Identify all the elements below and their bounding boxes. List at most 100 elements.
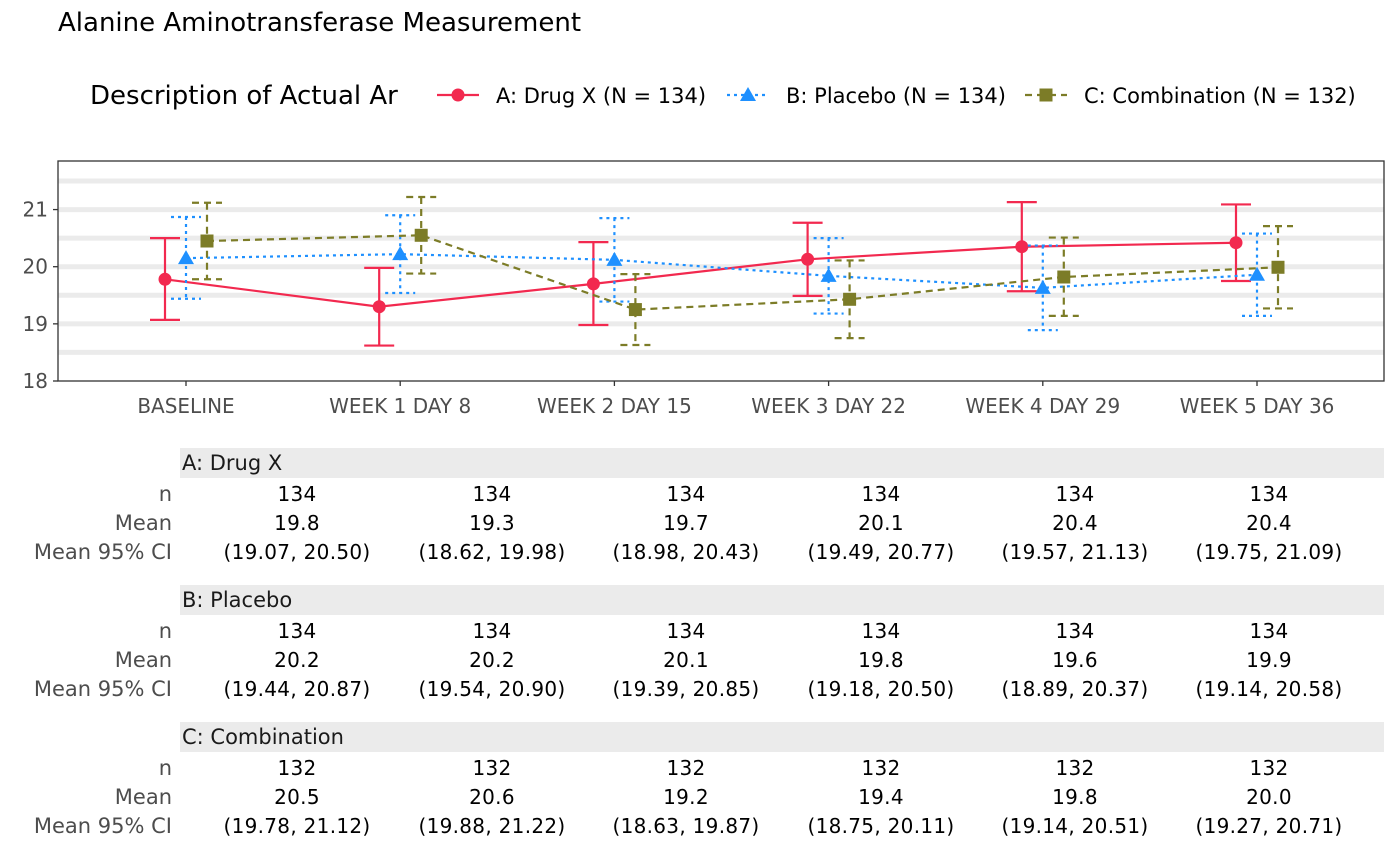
plot-panel (58, 161, 1384, 381)
table-cell: (19.57, 21.13) (1001, 540, 1149, 564)
table-cell: 134 (1055, 619, 1095, 643)
table-cell: 19.8 (1052, 785, 1098, 809)
data-point (414, 228, 428, 242)
table-cell: (19.14, 20.51) (1001, 814, 1149, 838)
data-point (1057, 270, 1071, 284)
table-cell: 132 (861, 756, 901, 780)
data-point (1034, 279, 1051, 294)
table-cell: 19.4 (858, 785, 904, 809)
legend-label: A: Drug X (N = 134) (496, 84, 706, 108)
y-tick-label: 19 (23, 312, 48, 336)
row-label: Mean (114, 511, 172, 535)
plot-border (57, 160, 1385, 382)
table-cell: 19.9 (1246, 648, 1292, 672)
table-cell: (18.62, 19.98) (418, 540, 566, 564)
y-tick-label: 20 (23, 255, 48, 279)
table-cell: 19.3 (469, 511, 515, 535)
row-label: n (158, 756, 172, 780)
table-cell: 132 (1055, 756, 1095, 780)
table-cell: 132 (1249, 756, 1289, 780)
table-cell: 20.4 (1052, 511, 1098, 535)
x-tick-label: WEEK 3 DAY 22 (751, 394, 906, 418)
data-point (200, 234, 214, 248)
table-cell: 134 (861, 482, 901, 506)
table-cell: 134 (861, 619, 901, 643)
data-point (1015, 240, 1029, 254)
data-point (1229, 236, 1243, 250)
row-label: n (158, 482, 172, 506)
series-line (206, 234, 1279, 311)
table-cell: (19.88, 21.22) (418, 814, 566, 838)
table-cell: 20.6 (469, 785, 515, 809)
row-label: n (158, 619, 172, 643)
table-cell: 134 (666, 619, 706, 643)
table-cell: 20.2 (469, 648, 515, 672)
table-cell: 132 (277, 756, 317, 780)
table-cell: (19.39, 20.85) (612, 677, 760, 701)
table-cell: 134 (472, 619, 512, 643)
table-cell: 19.7 (663, 511, 709, 535)
data-point (586, 277, 600, 291)
row-label: Mean (114, 785, 172, 809)
table-cell: (18.98, 20.43) (612, 540, 760, 564)
table-cell: (19.44, 20.87) (223, 677, 371, 701)
group-strip-label: C: Combination (180, 722, 1384, 752)
table-cell: 134 (1249, 482, 1289, 506)
table-cell: 20.0 (1246, 785, 1292, 809)
table-cell: 20.4 (1246, 511, 1292, 535)
y-tick-label: 18 (23, 369, 48, 393)
table-cell: (19.07, 20.50) (223, 540, 371, 564)
x-tick-label: WEEK 4 DAY 29 (965, 394, 1120, 418)
row-label: Mean 95% CI (33, 814, 172, 838)
table-cell: 132 (472, 756, 512, 780)
data-point (843, 292, 857, 306)
table-cell: (19.78, 21.12) (223, 814, 371, 838)
table-cell: (18.75, 20.11) (807, 814, 955, 838)
table-cell: 20.1 (663, 648, 709, 672)
y-tick-label: 21 (23, 198, 48, 222)
table-cell: (18.63, 19.87) (612, 814, 760, 838)
table-cell: (19.75, 21.09) (1195, 540, 1343, 564)
table-cell: 20.5 (274, 785, 320, 809)
x-tick-label: WEEK 2 DAY 15 (537, 394, 692, 418)
chart-title: Alanine Aminotransferase Measurement (58, 8, 582, 38)
table-cell: 19.8 (274, 511, 320, 535)
table-cell: 134 (1055, 482, 1095, 506)
table-cell: (19.18, 20.50) (807, 677, 955, 701)
data-point (158, 272, 172, 286)
table-cell: 19.8 (858, 648, 904, 672)
table-cell: 134 (666, 482, 706, 506)
data-point (801, 252, 815, 266)
legend-key-marker (451, 88, 465, 102)
row-label: Mean (114, 648, 172, 672)
legend-label: B: Placebo (N = 134) (786, 84, 1006, 108)
table-cell: 134 (277, 482, 317, 506)
table-cell: 134 (472, 482, 512, 506)
row-label: Mean 95% CI (33, 540, 172, 564)
table-cell: 134 (277, 619, 317, 643)
data-point (606, 251, 623, 266)
table-cell: (19.14, 20.58) (1195, 677, 1343, 701)
data-point (628, 303, 642, 317)
legend-key-marker (1039, 88, 1053, 102)
table-cell: 20.1 (858, 511, 904, 535)
row-label: Mean 95% CI (33, 677, 172, 701)
legend-key-marker (740, 87, 756, 101)
table-cell: 20.2 (274, 648, 320, 672)
x-tick-label: WEEK 1 DAY 8 (329, 394, 471, 418)
legend-title: Description of Actual Ar (90, 81, 398, 111)
data-point (178, 250, 194, 265)
data-point (820, 267, 837, 282)
table-cell: (19.54, 20.90) (418, 677, 566, 701)
legend-label: C: Combination (N = 132) (1084, 84, 1356, 108)
table-cell: (19.27, 20.71) (1195, 814, 1343, 838)
table-cell: (18.89, 20.37) (1001, 677, 1149, 701)
data-point (392, 246, 409, 261)
group-strip-label: B: Placebo (180, 585, 1384, 615)
group-strip-label: A: Drug X (180, 448, 1384, 478)
data-point (372, 300, 386, 314)
table-cell: 19.2 (663, 785, 709, 809)
chart-svg: 18 19 20 21 BASELINE WEEK 1 DAY 8 WEEK 2 DAY 1… (23, 81, 1385, 418)
x-tick-label: BASELINE (137, 394, 234, 418)
data-point (1271, 260, 1285, 274)
